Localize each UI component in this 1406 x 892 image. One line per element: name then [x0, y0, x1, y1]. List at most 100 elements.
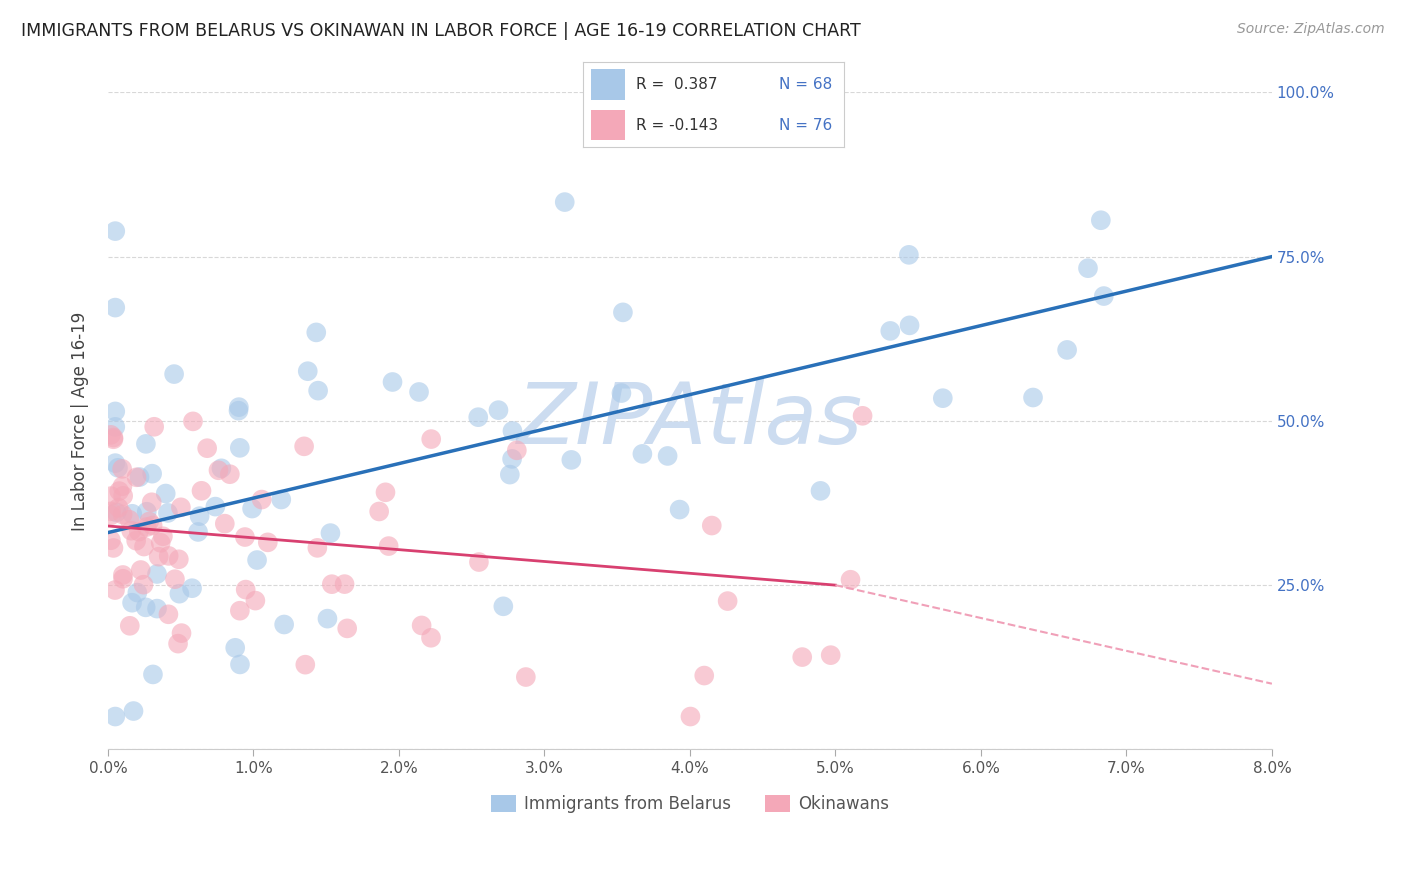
- Point: [668, 502, 690, 516]
- Point: [377, 539, 399, 553]
- Point: [112, 489, 135, 503]
- Point: [104, 420, 127, 434]
- Point: [152, 529, 174, 543]
- Point: [693, 668, 716, 682]
- Point: [368, 504, 391, 518]
- Point: [228, 403, 250, 417]
- Point: [132, 540, 155, 554]
- Point: [163, 367, 186, 381]
- Point: [554, 195, 576, 210]
- Point: [135, 520, 157, 534]
- Point: [125, 470, 148, 484]
- Point: [631, 447, 654, 461]
- Text: R = -0.143: R = -0.143: [636, 118, 717, 133]
- Point: [135, 437, 157, 451]
- Point: [270, 492, 292, 507]
- Point: [104, 404, 127, 418]
- Point: [294, 657, 316, 672]
- Point: [104, 709, 127, 723]
- Point: [125, 533, 148, 548]
- Point: [138, 515, 160, 529]
- Point: [305, 326, 328, 340]
- Point: [107, 460, 129, 475]
- Point: [411, 618, 433, 632]
- Point: [898, 318, 921, 333]
- Point: [100, 427, 122, 442]
- Point: [118, 619, 141, 633]
- Point: [228, 400, 250, 414]
- Point: [515, 670, 537, 684]
- Point: [408, 384, 430, 399]
- Point: [229, 657, 252, 672]
- Point: [167, 637, 190, 651]
- Point: [499, 467, 522, 482]
- Point: [214, 516, 236, 531]
- Point: [292, 439, 315, 453]
- Point: [820, 648, 842, 662]
- Point: [181, 581, 204, 595]
- Point: [506, 443, 529, 458]
- Point: [879, 324, 901, 338]
- Point: [103, 431, 125, 445]
- Point: [792, 650, 814, 665]
- Point: [235, 582, 257, 597]
- Point: [810, 483, 832, 498]
- Point: [679, 709, 702, 723]
- Point: [307, 384, 329, 398]
- Point: [1090, 213, 1112, 227]
- Point: [612, 305, 634, 319]
- Point: [381, 375, 404, 389]
- Point: [112, 572, 135, 586]
- Point: [167, 552, 190, 566]
- Point: [256, 535, 278, 549]
- Text: ZIPAtlas: ZIPAtlas: [517, 379, 863, 462]
- Point: [321, 577, 343, 591]
- Point: [103, 541, 125, 555]
- Point: [146, 601, 169, 615]
- Point: [127, 585, 149, 599]
- Point: [111, 508, 134, 522]
- Text: Source: ZipAtlas.com: Source: ZipAtlas.com: [1237, 22, 1385, 37]
- Point: [111, 462, 134, 476]
- Point: [209, 461, 232, 475]
- Point: [148, 549, 170, 564]
- Point: [488, 403, 510, 417]
- Point: [852, 409, 875, 423]
- Point: [657, 449, 679, 463]
- Point: [700, 518, 723, 533]
- Point: [142, 667, 165, 681]
- Point: [307, 541, 329, 555]
- Point: [420, 432, 443, 446]
- Point: [146, 566, 169, 581]
- Point: [155, 486, 177, 500]
- Point: [467, 410, 489, 425]
- Point: [897, 248, 920, 262]
- FancyBboxPatch shape: [592, 110, 626, 140]
- Text: R =  0.387: R = 0.387: [636, 77, 717, 92]
- Point: [1092, 289, 1115, 303]
- Legend: Immigrants from Belarus, Okinawans: Immigrants from Belarus, Okinawans: [484, 789, 896, 820]
- Text: N = 68: N = 68: [779, 77, 832, 92]
- Point: [111, 568, 134, 582]
- Point: [610, 386, 633, 401]
- Point: [932, 391, 955, 405]
- Point: [233, 530, 256, 544]
- Point: [188, 509, 211, 524]
- Point: [204, 500, 226, 514]
- Point: [240, 501, 263, 516]
- Point: [169, 587, 191, 601]
- Point: [333, 577, 356, 591]
- Point: [229, 441, 252, 455]
- Point: [100, 489, 122, 503]
- Point: [128, 524, 150, 539]
- Point: [142, 518, 165, 533]
- Point: [181, 414, 204, 428]
- Point: [108, 484, 131, 499]
- Point: [103, 432, 125, 446]
- Point: [104, 582, 127, 597]
- Point: [141, 467, 163, 481]
- Point: [157, 607, 180, 622]
- Point: [104, 224, 127, 238]
- Point: [118, 513, 141, 527]
- Point: [297, 364, 319, 378]
